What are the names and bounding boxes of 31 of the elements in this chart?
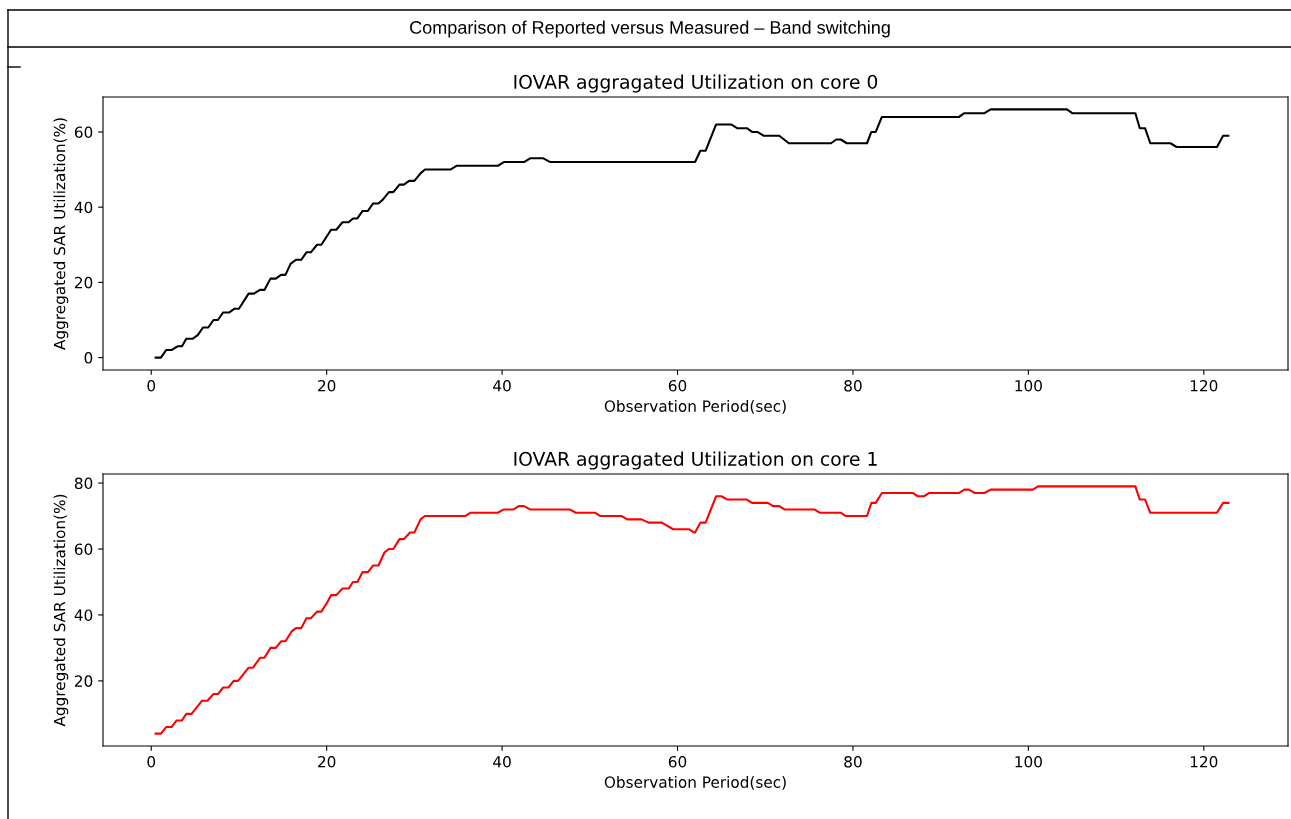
y-tick-label: 80 xyxy=(74,477,93,490)
y-tick-label: 60 xyxy=(74,126,93,138)
x-tick-label: 0 xyxy=(147,379,156,392)
line-series xyxy=(154,108,1230,359)
x-tick-label: 100 xyxy=(1015,379,1042,392)
y-tick-label: 20 xyxy=(74,675,93,687)
y-tick-label: 40 xyxy=(74,201,93,214)
x-axis-title: Observation Period(sec) xyxy=(604,776,786,790)
chart-title: IOVAR aggragated Utilization on core 0 xyxy=(514,74,878,93)
x-tick-label: 60 xyxy=(668,755,687,768)
x-tick-label: 20 xyxy=(318,755,336,768)
y-tick-label: 60 xyxy=(74,543,93,556)
x-tick-label: 100 xyxy=(1015,755,1042,768)
x-tick-label: 0 xyxy=(147,755,156,768)
y-axis-title: Aggregated SAR Utilization(%) xyxy=(53,118,69,350)
x-axis-title: Observation Period(sec) xyxy=(604,400,786,414)
x-tick-label: 120 xyxy=(1190,379,1218,392)
x-tick-label: 80 xyxy=(844,379,862,392)
y-tick-label: 0 xyxy=(84,352,93,364)
y-tick-label: 20 xyxy=(74,276,93,289)
chart-title: IOVAR aggragated Utilization on core 1 xyxy=(514,451,877,470)
x-tick-label: 40 xyxy=(493,379,511,392)
y-tick-label: 40 xyxy=(74,609,93,621)
x-tick-label: 60 xyxy=(668,379,687,392)
x-tick-label: 40 xyxy=(493,755,511,768)
x-tick-label: 20 xyxy=(318,379,336,392)
x-tick-label: 120 xyxy=(1190,755,1218,768)
text: Comparison of Reported versus Measured – Band switching xyxy=(410,20,890,38)
x-tick-label: 80 xyxy=(844,755,862,768)
y-axis-title: Aggregated SAR Utilization(%) xyxy=(53,494,69,727)
line-series xyxy=(154,485,1230,735)
